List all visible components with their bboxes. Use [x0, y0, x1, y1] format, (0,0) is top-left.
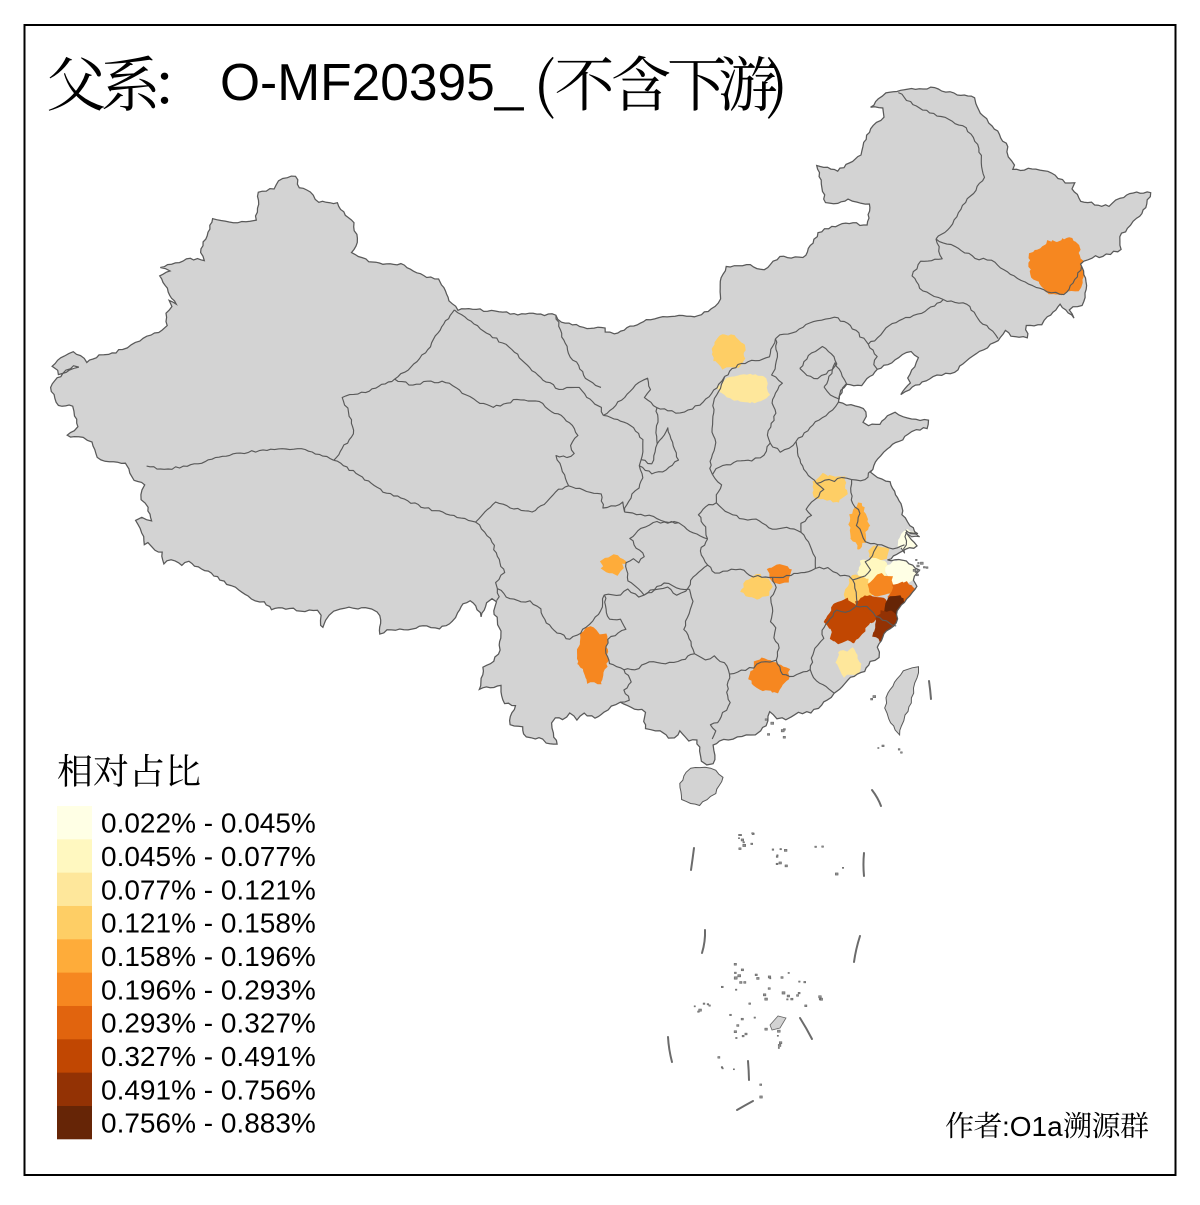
svg-text:0.045% - 0.077%: 0.045% - 0.077%: [101, 841, 316, 872]
svg-text:0.121% - 0.158%: 0.121% - 0.158%: [101, 908, 316, 939]
svg-text:0.293% - 0.327%: 0.293% - 0.327%: [101, 1008, 316, 1039]
svg-text:0.491% - 0.756%: 0.491% - 0.756%: [101, 1074, 316, 1105]
svg-text:0.327% - 0.491%: 0.327% - 0.491%: [101, 1041, 316, 1072]
svg-text:0.756% - 0.883%: 0.756% - 0.883%: [101, 1108, 316, 1139]
svg-text:0.022% - 0.045%: 0.022% - 0.045%: [101, 808, 316, 839]
svg-text:0.158% - 0.196%: 0.158% - 0.196%: [101, 941, 316, 972]
svg-text:O-MF20395_: O-MF20395_: [220, 53, 525, 111]
svg-text:0.077% - 0.121%: 0.077% - 0.121%: [101, 874, 316, 905]
svg-text::O1a: :O1a: [1002, 1111, 1063, 1142]
svg-text:0.196% - 0.293%: 0.196% - 0.293%: [101, 974, 316, 1005]
